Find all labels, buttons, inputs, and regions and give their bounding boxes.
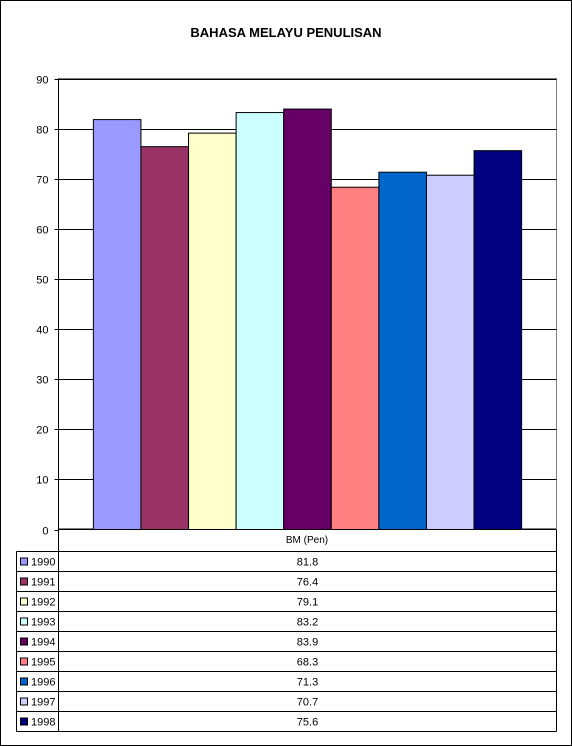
bar-1992 (188, 132, 237, 530)
legend-key-1996 (20, 677, 28, 686)
y-tick-label: 0 (42, 526, 48, 538)
data-label-1996: 71.3 (297, 677, 318, 689)
legend-label-1998: 1998 (31, 717, 55, 729)
y-tick-label: 80 (36, 125, 48, 137)
legend-label-1997: 1997 (31, 697, 55, 709)
y-tick-label: 10 (36, 475, 48, 487)
data-label-1993: 83.2 (297, 617, 318, 629)
legend-label-1991: 1991 (31, 577, 55, 589)
bar-1995 (330, 186, 380, 530)
legend-key-1994 (20, 637, 28, 646)
y-tick-label: 50 (36, 275, 48, 287)
legend-key-1991 (20, 577, 28, 586)
y-tick-label: 70 (36, 175, 48, 187)
legend-key-1997 (20, 697, 28, 706)
legend-label-1995: 1995 (31, 657, 55, 669)
bar-1993 (235, 112, 285, 530)
data-label-1998: 75.6 (297, 717, 318, 729)
bar-1994 (283, 108, 332, 530)
legend-label-1993: 1993 (31, 617, 55, 629)
legend-key-1995 (20, 657, 28, 666)
chart-title: BAHASA MELAYU PENULISAN (190, 25, 381, 40)
bars (92, 108, 523, 531)
legend-key-1990 (20, 557, 28, 566)
legend-label-1990: 1990 (31, 557, 55, 569)
y-tick-label: 40 (36, 325, 48, 337)
legend-key-1993 (20, 617, 28, 626)
bar-1996 (378, 171, 427, 531)
data-label-1997: 70.7 (297, 697, 318, 709)
data-label-1995: 68.3 (297, 657, 318, 669)
bar-1990 (92, 119, 142, 530)
y-tick-label: 30 (36, 375, 48, 387)
legend-label-1996: 1996 (31, 677, 55, 689)
bar-1997 (425, 174, 475, 530)
data-label-1991: 76.4 (297, 577, 318, 589)
bar-1998 (473, 150, 523, 530)
y-axis-ticks: 0 10 20 30 40 50 60 70 80 90 (36, 75, 59, 538)
data-label-1994: 83.9 (297, 637, 318, 649)
legend-label-1992: 1992 (31, 597, 55, 609)
data-label-1992: 79.1 (297, 597, 318, 609)
category-label: BM (Pen) (286, 535, 328, 546)
legend-label-1994: 1994 (31, 637, 55, 649)
y-tick-label: 20 (36, 425, 48, 437)
legend-key-1998 (20, 717, 28, 726)
y-tick-label: 90 (36, 75, 48, 87)
legend-key-1992 (20, 597, 28, 606)
data-label-1990: 81.8 (297, 557, 318, 569)
bar-1991 (140, 146, 190, 530)
y-tick-label: 60 (36, 225, 48, 237)
data-table: BM (Pen) 1990 81.8 1991 76.4 1992 79.1 1993 83.… (16, 529, 557, 732)
